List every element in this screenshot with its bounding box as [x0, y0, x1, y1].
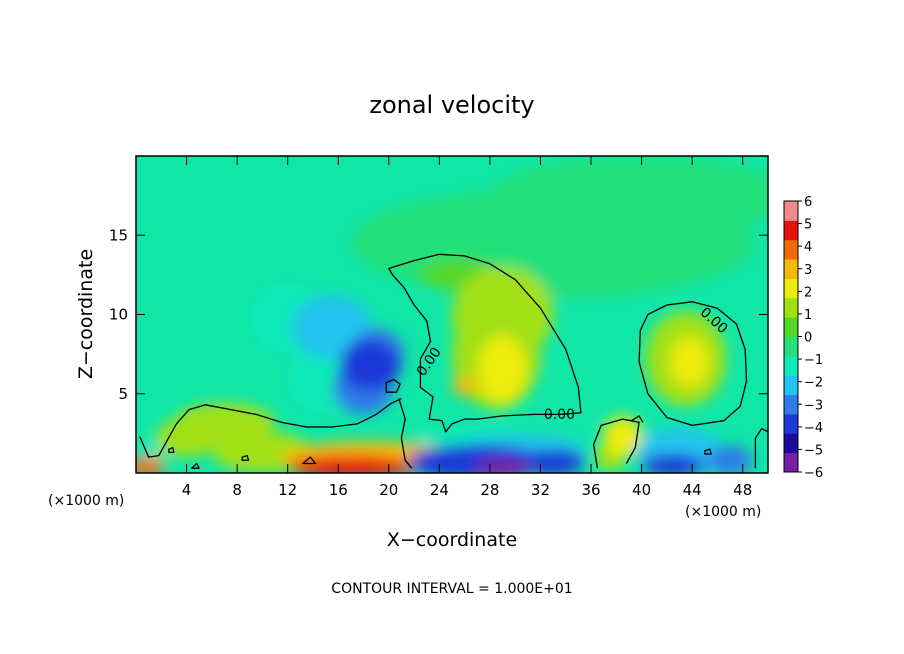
- colorbar-label: −4: [804, 421, 823, 436]
- colorbar-label: 4: [804, 240, 812, 255]
- field-blob: [602, 415, 643, 458]
- contour-interval-note: CONTOUR INTERVAL = 1.000E+01: [331, 581, 572, 597]
- field-blob: [407, 444, 547, 473]
- contour-line: [638, 301, 748, 427]
- field-blob: [474, 458, 531, 473]
- x-tick-label: 24: [430, 481, 449, 499]
- colorbar-cell: [784, 259, 798, 279]
- field-blob: [669, 336, 710, 388]
- field-blob: [707, 446, 753, 473]
- x-tick-label: 44: [683, 481, 702, 499]
- colorbar-cell: [784, 433, 798, 454]
- field-blob: [350, 187, 756, 299]
- x-tick-label: 12: [278, 481, 297, 499]
- y-axis-ticks: 5 10 15: [109, 226, 768, 403]
- colorbar-label: −5: [804, 443, 823, 458]
- colorbar-label: −1: [804, 353, 823, 368]
- field-blob: [154, 419, 219, 458]
- colorbar-label: 6: [804, 195, 812, 210]
- colorbar-label: 5: [804, 218, 812, 233]
- zero-contours: [139, 253, 768, 469]
- colorbar-cell: [784, 394, 798, 415]
- y-axis-label: Z−coordinate: [75, 249, 97, 379]
- colorbar-cell: [784, 355, 798, 376]
- contour-line: [168, 446, 175, 454]
- x-tick-label: 36: [581, 481, 600, 499]
- contour-line: [398, 398, 413, 469]
- colorbar-label: −2: [804, 376, 823, 391]
- field-blob: [287, 455, 415, 473]
- x-tick-label: 20: [379, 481, 398, 499]
- x-axis-ticks: 4 8 12 16 20 24 28 32 36 40 44 48: [182, 156, 752, 499]
- contour-line: [302, 456, 317, 465]
- field-blob: [339, 339, 401, 391]
- colorbar-label: 1: [804, 308, 812, 323]
- colorbar-cell: [784, 375, 798, 396]
- velocity-field: [136, 156, 768, 473]
- x-tick-label: 48: [733, 481, 752, 499]
- contour-line: [241, 454, 250, 461]
- field-blob: [136, 457, 166, 473]
- contour-line: [139, 397, 402, 458]
- x-unit-right: (×1000 m): [685, 504, 761, 520]
- chart-title: zonal velocity: [369, 91, 534, 119]
- contour-line: [190, 462, 200, 469]
- contour-line: [704, 448, 712, 455]
- colorbar-label: 2: [804, 285, 812, 300]
- colorbar-cell: [784, 317, 798, 337]
- colorbar-cell: [784, 201, 798, 221]
- field-blob: [477, 335, 528, 405]
- field-blob: [641, 453, 705, 473]
- contour-line: [385, 378, 401, 393]
- x-axis-label: X−coordinate: [387, 529, 517, 551]
- colorbar-label: 3: [804, 263, 812, 278]
- colorbar-cell: [784, 336, 798, 357]
- colorbar-labels: 6 5 4 3 2 1 0 −1 −2 −3 −4 −5 −6: [798, 195, 823, 481]
- contour-line: [631, 415, 644, 423]
- x-tick-label: 40: [632, 481, 651, 499]
- colorbar-cell: [784, 413, 798, 434]
- colorbar-cell: [784, 239, 798, 260]
- plot-area: 0.000.000.00 4 8 12 16 20 24 28 32 36 40 44 48 5101…: [109, 155, 769, 499]
- x-tick-label: 32: [531, 481, 550, 499]
- contour-label: 0.00: [544, 407, 575, 423]
- x-tick-label: 8: [232, 481, 242, 499]
- x-unit-left: (×1000 m): [48, 493, 124, 509]
- colorbar-label: 0: [804, 331, 812, 346]
- x-tick-label: 16: [329, 481, 348, 499]
- contour-line: [592, 418, 640, 469]
- colorbar-cell: [784, 220, 798, 241]
- field-blob: [452, 376, 478, 396]
- x-tick-label: 4: [182, 481, 192, 499]
- y-tick-label: 5: [118, 385, 128, 403]
- colorbar-cells: [784, 201, 798, 473]
- colorbar: 6 5 4 3 2 1 0 −1 −2 −3 −4 −5 −6: [783, 195, 823, 481]
- colorbar-label: −3: [804, 398, 823, 413]
- colorbar-cell: [784, 452, 798, 473]
- y-tick-label: 10: [109, 306, 128, 324]
- y-tick-label: 15: [109, 226, 128, 244]
- contour-line: [754, 427, 768, 469]
- colorbar-label: −6: [804, 466, 823, 481]
- colorbar-cell: [784, 297, 798, 318]
- x-tick-label: 28: [480, 481, 499, 499]
- colorbar-cell: [784, 278, 798, 299]
- contour-line: [388, 253, 582, 433]
